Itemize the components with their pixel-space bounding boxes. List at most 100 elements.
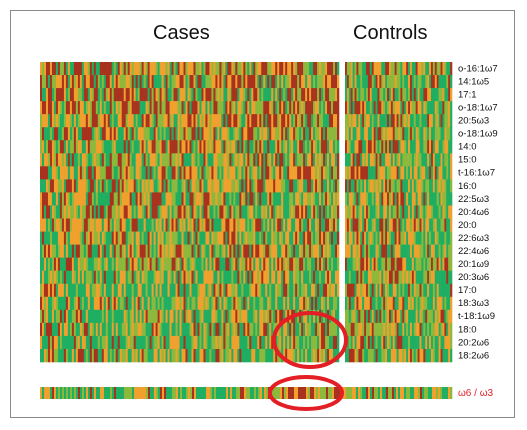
heatmap-cell xyxy=(205,205,208,219)
heatmap-cell xyxy=(121,244,125,258)
heatmap-cell xyxy=(139,283,142,298)
ratio-bar-cell xyxy=(176,387,179,399)
heatmap-cell xyxy=(209,153,212,167)
ratio-bar-cell xyxy=(302,387,305,399)
heatmap-cell xyxy=(277,114,280,128)
heatmap-cell xyxy=(350,296,353,311)
heatmap-cell xyxy=(137,348,140,363)
ratio-bar-cell xyxy=(106,387,109,399)
heatmap-cell xyxy=(149,62,152,76)
heatmap-cell xyxy=(95,322,99,337)
heatmap-cell xyxy=(105,218,109,232)
heatmap-cell xyxy=(227,166,230,180)
heatmap-cell xyxy=(229,114,232,128)
heatmap-cell xyxy=(227,335,230,350)
heatmap-cell xyxy=(413,218,416,232)
heatmap-cell xyxy=(423,296,426,311)
heatmap-cell xyxy=(315,75,318,89)
heatmap-cell xyxy=(409,257,413,271)
heatmap-cell xyxy=(329,335,332,350)
heatmap-cell xyxy=(99,114,103,128)
heatmap-cell xyxy=(406,205,409,219)
heatmap-cell xyxy=(71,127,75,141)
heatmap-cell xyxy=(63,192,67,206)
heatmap-cell xyxy=(387,62,390,76)
heatmap-cell xyxy=(295,335,298,350)
ratio-bar-cell xyxy=(132,387,135,399)
heatmap-cell xyxy=(379,296,382,311)
heatmap-cell xyxy=(373,218,376,232)
heatmap-cell xyxy=(237,166,240,180)
heatmap-cell xyxy=(415,192,418,206)
heatmap-cell xyxy=(141,127,144,141)
heatmap-cell xyxy=(119,218,123,232)
ratio-bar-cell xyxy=(110,387,113,399)
heatmap-cell xyxy=(379,231,382,245)
heatmap-cell xyxy=(147,205,150,219)
heatmap-cell xyxy=(279,218,282,232)
heatmap-cell xyxy=(303,205,306,219)
heatmap-cell xyxy=(307,75,310,89)
heatmap-cell xyxy=(173,218,176,232)
heatmap-cell xyxy=(402,348,405,363)
heatmap-cell xyxy=(427,127,430,141)
ratio-bar-cell xyxy=(424,387,427,399)
heatmap-cell xyxy=(81,309,85,324)
heatmap-cell xyxy=(223,140,226,154)
heatmap-cell xyxy=(411,140,415,154)
heatmap-cell xyxy=(241,335,244,350)
heatmap-cell xyxy=(169,75,172,89)
ratio-bar-cell xyxy=(312,387,315,399)
heatmap-cell xyxy=(147,309,150,324)
heatmap-cell xyxy=(51,101,55,115)
heatmap-cell xyxy=(436,270,439,285)
heatmap-cell xyxy=(221,231,224,245)
heatmap-cell xyxy=(107,309,111,324)
heatmap-cell xyxy=(85,192,89,206)
heatmap-cell xyxy=(369,296,373,311)
heatmap-cell xyxy=(203,270,206,285)
heatmap-cell xyxy=(263,218,266,232)
heatmap-cell xyxy=(103,153,107,167)
heatmap-cell xyxy=(63,231,67,245)
heatmap-cell xyxy=(133,257,136,271)
heatmap-cell xyxy=(167,218,170,232)
heatmap-cell xyxy=(99,283,103,298)
heatmap-cell xyxy=(135,218,138,232)
heatmap-cell xyxy=(183,283,186,298)
heatmap-cell xyxy=(133,153,136,167)
heatmap-cell xyxy=(89,231,93,245)
heatmap-cell xyxy=(313,309,316,324)
heatmap-cell xyxy=(275,283,278,298)
heatmap-cell xyxy=(79,348,83,363)
heatmap-cell xyxy=(49,88,53,102)
heatmap-cell xyxy=(211,166,214,180)
heatmap-cell xyxy=(293,270,296,285)
heatmap-cell xyxy=(364,348,367,363)
ratio-bar-cell xyxy=(234,387,237,399)
heatmap-cell xyxy=(40,114,43,128)
heatmap-cell xyxy=(423,75,426,89)
heatmap-cell xyxy=(197,218,200,232)
heatmap-cell xyxy=(149,244,152,258)
heatmap-cell xyxy=(335,166,338,180)
heatmap-cell xyxy=(350,140,353,154)
heatmap-cell xyxy=(425,179,428,193)
heatmap-cell xyxy=(369,231,373,245)
heatmap-cell xyxy=(329,270,332,285)
heatmap-cell xyxy=(289,88,292,102)
heatmap-cell xyxy=(63,153,67,167)
heatmap-cell xyxy=(400,62,403,76)
heatmap-cell xyxy=(307,218,310,232)
heatmap-cell xyxy=(331,270,334,285)
heatmap-cell xyxy=(49,192,53,206)
heatmap-cell xyxy=(227,218,230,232)
heatmap-cell xyxy=(109,244,113,258)
heatmap-cell xyxy=(299,179,302,193)
heatmap-cell xyxy=(331,335,334,350)
heatmap-cell xyxy=(241,62,244,76)
heatmap-cell xyxy=(335,231,338,245)
heatmap-cell xyxy=(321,88,324,102)
heatmap-cell xyxy=(319,296,322,311)
heatmap-cell xyxy=(385,257,388,271)
